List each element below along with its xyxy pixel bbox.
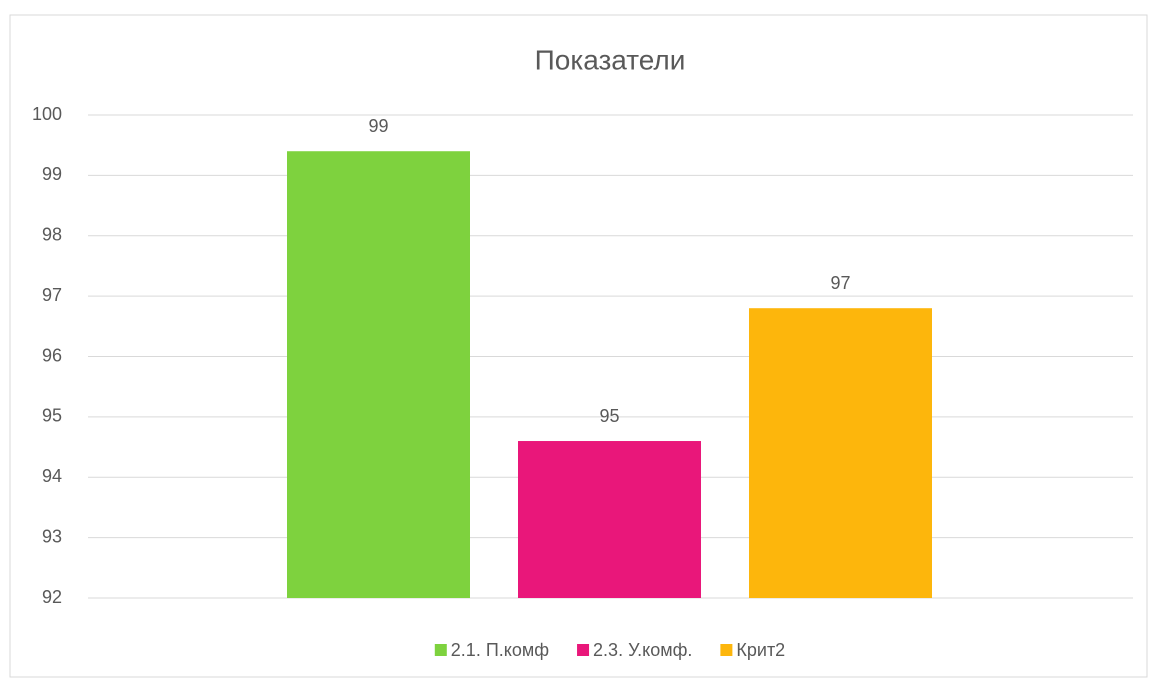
bar [518, 441, 701, 598]
y-tick-label: 98 [42, 225, 62, 245]
legend-swatch [434, 644, 447, 656]
data-label: 97 [830, 273, 850, 293]
y-tick-label: 95 [42, 406, 62, 426]
legend-label: 2.3. У.комф. [593, 640, 692, 660]
legend-label: 2.1. П.комф [451, 640, 549, 660]
y-tick-label: 96 [42, 345, 62, 365]
y-tick-label: 94 [42, 466, 62, 486]
bar [287, 151, 470, 598]
legend-label: Крит2 [736, 640, 785, 660]
bar [749, 308, 932, 598]
y-tick-label: 99 [42, 164, 62, 184]
y-tick-label: 100 [32, 104, 62, 124]
y-tick-label: 92 [42, 587, 62, 607]
chart-title: Показатели [535, 44, 686, 75]
y-tick-label: 97 [42, 285, 62, 305]
data-label: 95 [599, 406, 619, 426]
data-label: 99 [368, 116, 388, 136]
legend-swatch [577, 644, 590, 656]
legend-swatch [720, 644, 733, 656]
y-tick-label: 93 [42, 526, 62, 546]
